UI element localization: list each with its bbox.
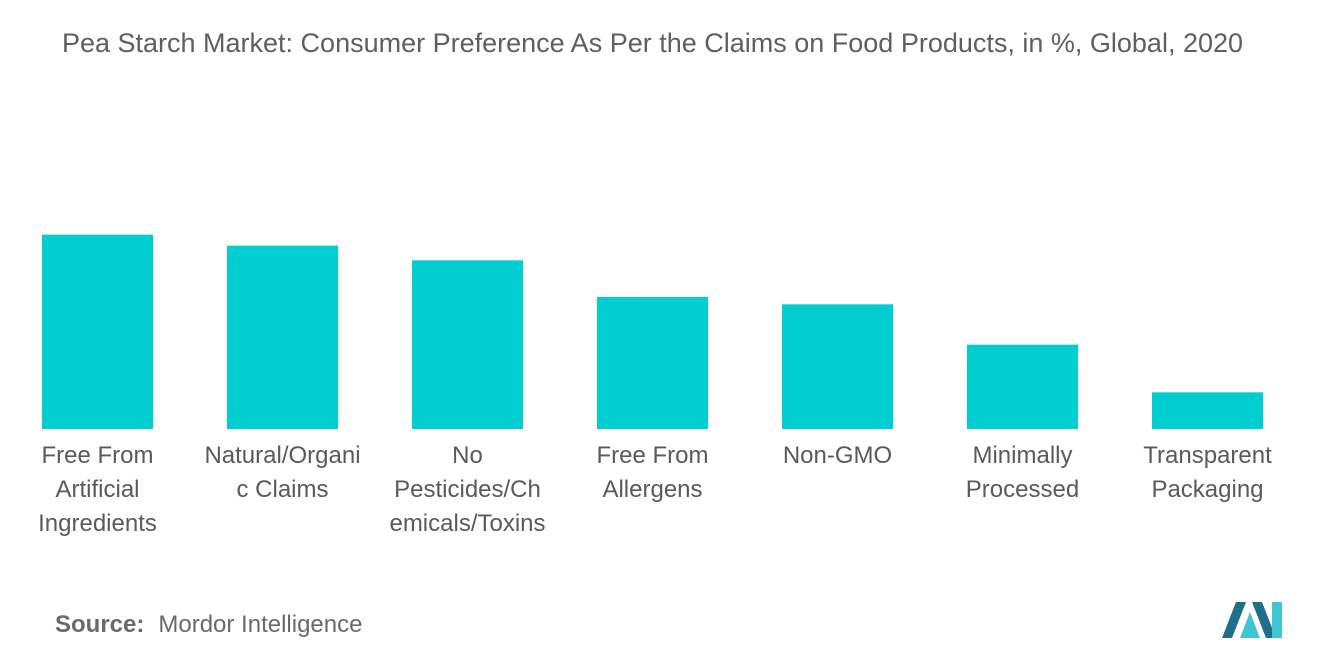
category-label-6: Minimally Processed [966,442,1079,503]
bar-1 [42,234,153,429]
source-text: Mordor Intelligence [158,611,363,638]
category-label-5: Non-GMO [783,442,892,469]
mordor-intelligence-logo-icon [1222,602,1282,638]
category-label-2: Natural/Organi c Claims [204,442,360,503]
source-label: Source: [55,611,145,638]
bar-3 [412,260,523,429]
bar-7 [1152,392,1263,429]
bar-chart: Free From Artificial Ingredients Natural/Or… [38,234,1272,537]
bar-4 [597,297,708,429]
category-label-4: Free From Allergens [596,442,708,503]
category-label-1: Free From Artificial Ingredients [38,442,157,537]
bar-6 [967,344,1078,429]
bar-2 [227,245,338,429]
category-label-3: No Pesticides/Ch emicals/Toxins [389,442,545,537]
source-note: Source: Mordor Intelligence [55,611,362,639]
bar-5 [782,304,893,429]
chart-title: Pea Starch Market: Consumer Preference A… [61,28,1244,58]
category-label-7: Transparent Packaging [1143,442,1272,503]
